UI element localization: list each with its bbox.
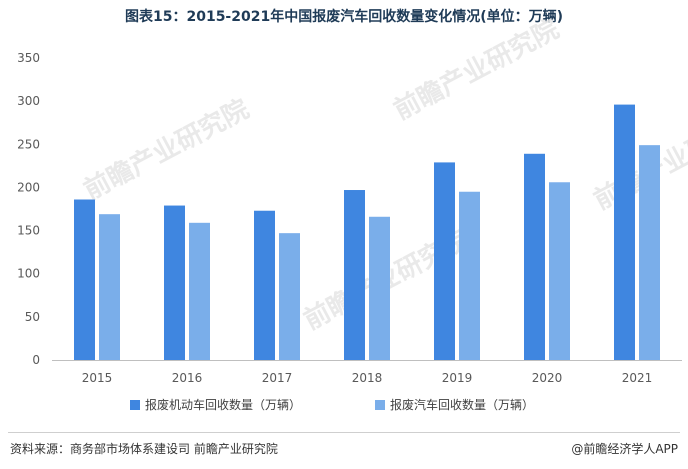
y-tick-label: 50 (25, 310, 40, 324)
source-note: 资料来源：商务部市场体系建设司 前瞻产业研究院 (10, 442, 278, 456)
legend-label-2: 报废汽车回收数量（万辆） (390, 397, 534, 412)
legend-swatch-2 (375, 400, 385, 410)
x-tick-label: 2021 (622, 371, 653, 385)
bar-2-2021 (639, 145, 660, 360)
bar-1-2019 (434, 162, 455, 360)
y-tick-label: 350 (17, 51, 40, 65)
x-tick-label: 2017 (262, 371, 293, 385)
bar-2-2015 (99, 214, 120, 360)
bar-1-2020 (524, 153, 545, 360)
watermark-4: 前瞻产业研究院 (589, 103, 688, 216)
y-tick-label: 200 (17, 180, 40, 194)
legend-swatch-1 (130, 400, 140, 410)
legend: 报废机动车回收数量（万辆） 报废汽车回收数量（万辆） (130, 397, 534, 412)
chart-title: 图表15：2015-2021年中国报废汽车回收数量变化情况(单位：万辆) (124, 9, 564, 25)
y-axis-ticks: 0 50 100 150 200 250 300 350 (17, 51, 40, 367)
bar-2-2018 (369, 216, 390, 360)
bar-1-2018 (344, 190, 365, 360)
x-tick-label: 2019 (442, 371, 473, 385)
watermark-1: 前瞻产业研究院 (79, 93, 254, 206)
bar-1-2021 (614, 104, 635, 360)
x-axis-ticks: 2015 2016 2017 2018 2019 2020 2021 (82, 371, 653, 385)
bar-1-2015 (74, 199, 95, 360)
brand-credit: @前瞻经济学人APP (571, 442, 678, 456)
y-tick-label: 0 (32, 353, 40, 367)
y-tick-label: 150 (17, 224, 40, 238)
bar-2-2019 (459, 191, 480, 360)
bar-chart: 前瞻产业研究院前瞻产业研究院前瞻产业研究院前瞻产业研究院 05010015020… (17, 13, 688, 412)
bar-2-2017 (279, 233, 300, 360)
legend-label-1: 报废机动车回收数量（万辆） (145, 397, 301, 412)
x-tick-label: 2015 (82, 371, 113, 385)
x-tick-label: 2020 (532, 371, 563, 385)
bar-1-2017 (254, 210, 275, 360)
bar-2-2020 (549, 182, 570, 360)
y-tick-label: 100 (17, 267, 40, 281)
x-tick-label: 2018 (352, 371, 383, 385)
x-tick-label: 2016 (172, 371, 203, 385)
bar-series (74, 104, 660, 360)
watermark-3: 前瞻产业研究院 (389, 13, 564, 126)
y-tick-label: 250 (17, 137, 40, 151)
bar-2-2016 (189, 222, 210, 360)
footer-divider (8, 432, 680, 433)
bar-1-2016 (164, 205, 185, 360)
y-tick-label: 300 (17, 94, 40, 108)
